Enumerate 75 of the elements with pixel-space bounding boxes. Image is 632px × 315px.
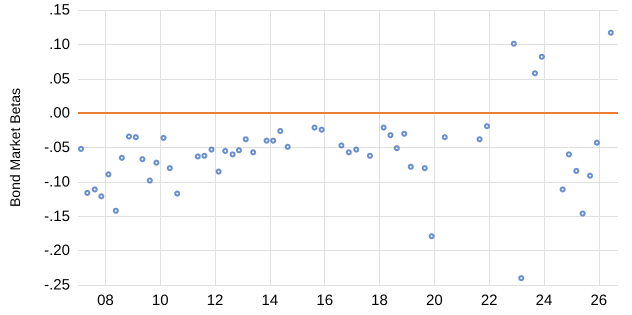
point <box>160 134 167 141</box>
point <box>194 153 201 160</box>
x-tick-label: 18 <box>371 292 388 309</box>
point <box>208 146 214 153</box>
x-tick-label: 20 <box>426 292 443 309</box>
point <box>153 160 160 166</box>
point <box>318 126 325 133</box>
point <box>346 149 352 156</box>
point <box>380 124 387 131</box>
point <box>242 136 249 142</box>
point <box>580 210 586 216</box>
y-tick-label: -.05 <box>44 139 70 156</box>
x-tick-label: 10 <box>152 292 169 309</box>
y-tick-label: -.15 <box>44 208 70 225</box>
point <box>230 151 236 158</box>
y-tick-label: .00 <box>49 104 70 122</box>
y-tick-label: .10 <box>49 36 70 53</box>
point <box>112 208 119 214</box>
x-tick-label: 16 <box>316 292 334 309</box>
point <box>484 123 490 130</box>
point <box>146 178 153 184</box>
point <box>264 138 270 144</box>
point <box>174 190 180 197</box>
point <box>166 165 173 172</box>
point <box>510 40 517 47</box>
point <box>366 152 373 159</box>
point <box>422 165 428 172</box>
x-tick-label: 08 <box>97 292 114 309</box>
y-tick-label: .15 <box>49 2 70 18</box>
x-tick-label: 26 <box>590 292 608 309</box>
point <box>78 146 84 152</box>
point <box>353 146 360 153</box>
point <box>312 124 318 131</box>
point <box>201 152 208 159</box>
point <box>573 168 580 174</box>
point <box>428 233 435 240</box>
point <box>277 128 284 134</box>
point <box>594 140 600 146</box>
point <box>566 151 572 158</box>
point <box>608 30 614 36</box>
point <box>387 132 394 138</box>
point <box>560 186 566 192</box>
point <box>587 172 594 179</box>
point <box>118 154 125 161</box>
x-tick-label: 22 <box>480 292 498 309</box>
point <box>518 275 524 282</box>
point <box>105 171 112 178</box>
point <box>394 145 400 152</box>
point <box>132 134 139 140</box>
point <box>222 148 228 154</box>
point <box>532 70 538 76</box>
point <box>442 134 448 140</box>
point <box>338 142 344 148</box>
point <box>538 54 545 60</box>
point <box>216 168 222 175</box>
point <box>401 130 408 137</box>
y-tick-label: -.25 <box>44 276 70 294</box>
point <box>284 144 291 150</box>
y-axis-title: Bond Market Betas <box>7 88 23 208</box>
y-tick-label: -.10 <box>44 173 70 190</box>
y-tick-label: .05 <box>49 70 70 88</box>
point <box>84 190 90 196</box>
x-tick-label: 24 <box>536 292 552 309</box>
point <box>139 156 146 162</box>
x-tick-label: 12 <box>206 292 224 309</box>
point <box>98 193 104 200</box>
point <box>408 164 414 170</box>
point <box>126 134 132 140</box>
point <box>236 147 242 154</box>
y-tick-label: -.20 <box>44 242 70 260</box>
point <box>476 136 483 142</box>
point <box>270 138 276 144</box>
point <box>92 186 98 192</box>
x-tick-label: 14 <box>262 292 278 309</box>
point <box>250 149 256 156</box>
